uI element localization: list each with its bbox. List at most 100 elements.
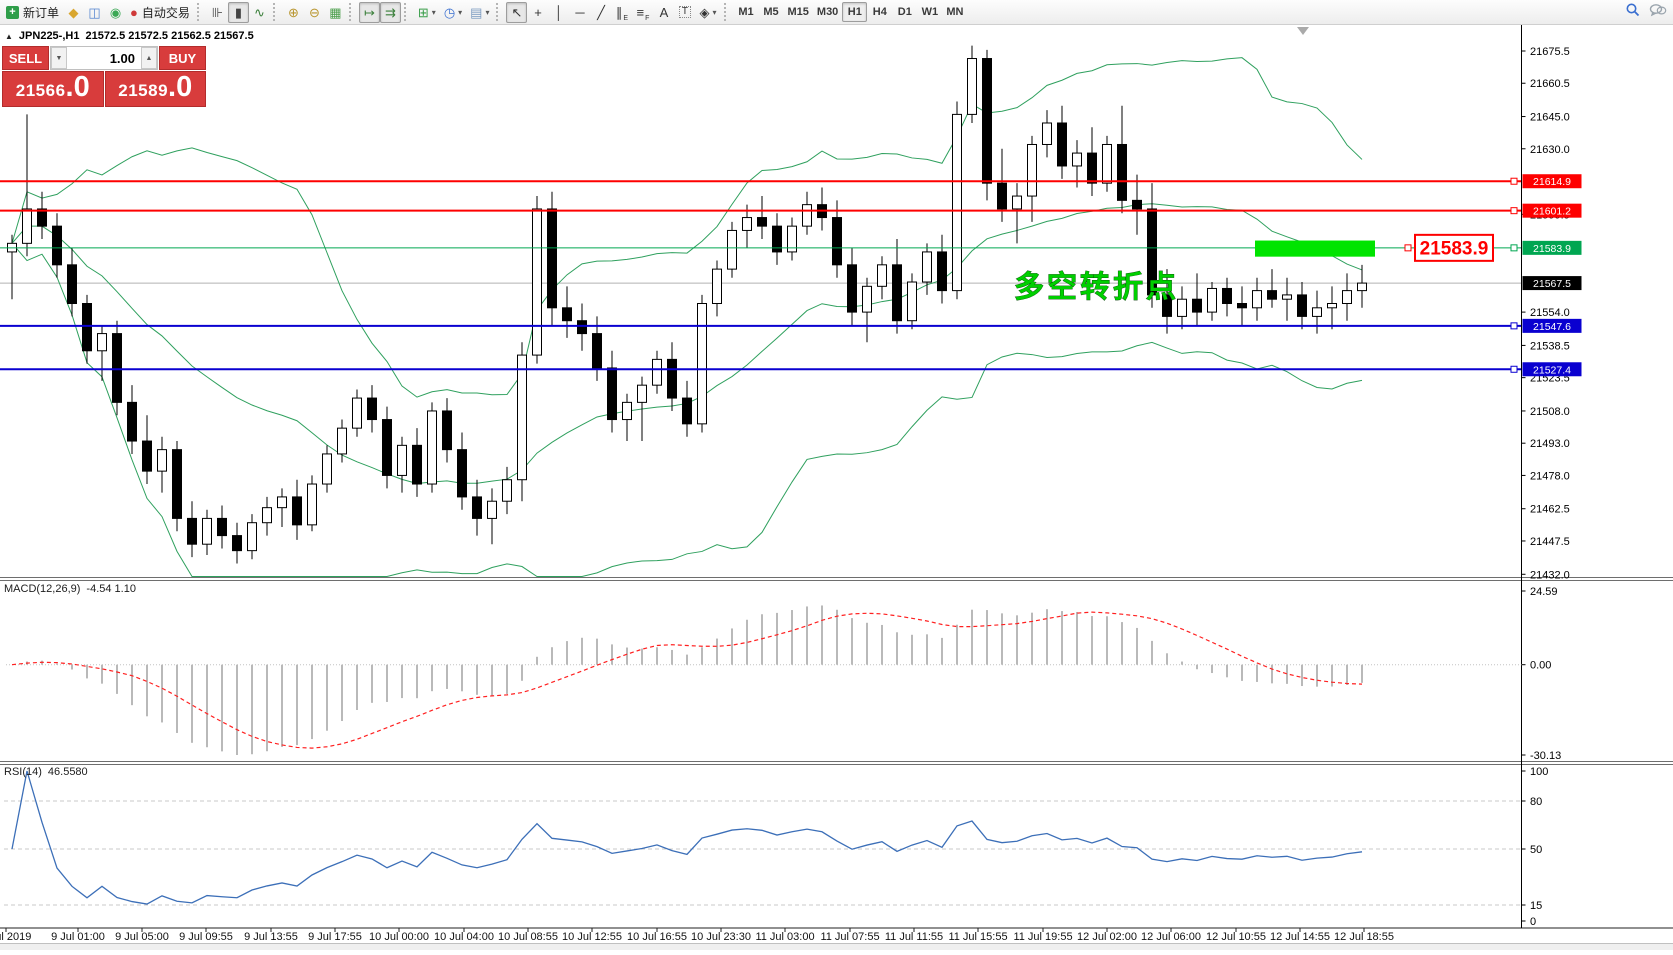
svg-text:12 Jul 02:00: 12 Jul 02:00 [1077, 931, 1137, 943]
sell-button[interactable]: SELL [2, 46, 49, 70]
auto-scroll-button[interactable]: ↦ [358, 1, 380, 23]
zoom-in-icon: ⊕ [287, 4, 299, 20]
zoom-out-button[interactable]: ⊖ [304, 2, 325, 23]
chart-area[interactable]: 多空转折点 21583.9 21675.5 21660.5 21645.0 21630.0… [0, 25, 1673, 950]
indicators-dropdown[interactable]: ⊞ ▾ [414, 2, 440, 23]
text-label-tool[interactable]: T [674, 2, 695, 23]
timeframe-w1[interactable]: W1 [921, 6, 939, 18]
volume-input[interactable]: 1.00 [109, 50, 135, 66]
signals-icon: ◉ [109, 4, 122, 20]
toolbar-separator [723, 3, 730, 21]
zoom-in-button[interactable]: ⊕ [283, 2, 304, 23]
line-chart-icon: ∿ [253, 4, 265, 20]
sell-price-display[interactable]: 21566 .0 [2, 71, 104, 107]
svg-text:50: 50 [1530, 844, 1542, 856]
search-icon[interactable] [1625, 2, 1641, 23]
chart-shift-marker[interactable] [1297, 27, 1309, 35]
green-highlight-bar[interactable] [1255, 240, 1375, 257]
svg-text:10 Jul 00:00: 10 Jul 00:00 [369, 931, 429, 943]
trendline-tool[interactable]: ╱ [590, 2, 611, 23]
signals-button[interactable]: ◉ [105, 2, 126, 23]
new-order-button[interactable]: + 新订单 [2, 2, 63, 23]
cursor-tool[interactable]: ↖ [506, 1, 528, 23]
trendline-icon: ╱ [597, 4, 605, 20]
svg-text:9 Jul 13:55: 9 Jul 13:55 [244, 931, 298, 943]
periods-icon: ◷ [443, 4, 456, 20]
price-callout[interactable]: 21583.9 [1404, 233, 1494, 262]
one-click-collapse-icon[interactable]: ▲ [5, 31, 13, 41]
data-window-button[interactable]: ◫ [84, 2, 105, 23]
horizontal-line-tool[interactable]: ─ [569, 2, 590, 23]
chart-shift-button[interactable]: ⇉ [379, 1, 401, 23]
chevron-down-icon: ▾ [485, 7, 490, 17]
auto-scroll-icon: ↦ [363, 4, 375, 20]
data-window-icon: ◫ [88, 4, 101, 20]
text-tool[interactable]: A [653, 2, 674, 23]
text-icon: A [659, 4, 669, 20]
svg-text:11 Jul 11:55: 11 Jul 11:55 [885, 931, 943, 943]
hline-21614.9[interactable] [0, 177, 1522, 185]
cursor-icon: ↖ [511, 4, 523, 20]
timeframe-mn[interactable]: MN [946, 6, 964, 18]
chat-icon[interactable] [1649, 2, 1667, 23]
sell-price-pips: .0 [65, 71, 90, 103]
window-bottom-strip [0, 944, 1673, 950]
candlestick-chart-button[interactable]: ▮ [227, 1, 249, 23]
svg-text:21547.6: 21547.6 [1533, 321, 1571, 333]
svg-text:10 Jul 04:00: 10 Jul 04:00 [434, 931, 494, 943]
svg-text:21478.0: 21478.0 [1530, 470, 1570, 482]
svg-text:21567.5: 21567.5 [1533, 278, 1571, 290]
tile-windows-icon: ▦ [329, 4, 342, 20]
crosshair-tool[interactable]: + [527, 2, 548, 23]
svg-text:8 Jul 2019: 8 Jul 2019 [0, 931, 31, 943]
hline-21601.2[interactable] [0, 207, 1522, 215]
timeframe-h1[interactable]: H1 [842, 2, 868, 22]
timeframe-m1[interactable]: M1 [738, 6, 754, 18]
ohlc-values: 21572.5 21572.5 21562.5 21567.5 [85, 30, 254, 42]
svg-text:21660.5: 21660.5 [1530, 78, 1570, 90]
hline-21547.6[interactable] [0, 322, 1522, 330]
svg-text:12 Jul 18:55: 12 Jul 18:55 [1334, 931, 1394, 943]
templates-dropdown[interactable]: ▤ ▾ [466, 2, 493, 23]
autotrading-button[interactable]: ● 自动交易 [126, 2, 194, 23]
volume-up-button[interactable]: ▲ [141, 47, 157, 69]
equidistant-channel-tool[interactable]: ∥ E [615, 4, 629, 22]
market-watch-button[interactable]: ◆ [63, 2, 84, 23]
sell-price-main: 21566 [15, 81, 66, 100]
volume-down-button[interactable]: ▼ [51, 47, 67, 69]
rsi-line [11, 770, 1363, 905]
chevron-down-icon: ▾ [712, 7, 717, 17]
timeframe-m15[interactable]: M15 [787, 6, 809, 18]
turning-point-annotation[interactable]: 多空转折点 [1014, 271, 1179, 305]
fibonacci-tool[interactable]: ≡ F [636, 4, 650, 22]
buy-button[interactable]: BUY [159, 46, 206, 70]
templates-icon: ▤ [470, 4, 483, 20]
buy-price-display[interactable]: 21589 .0 [104, 71, 206, 107]
volume-spinner: ▼ 1.00 ▲ [50, 46, 158, 70]
svg-text:21583.9: 21583.9 [1533, 243, 1571, 255]
line-chart-button[interactable]: ∿ [249, 2, 270, 23]
chart-title: ▲ JPN225-,H1 21572.5 21572.5 21562.5 215… [5, 30, 254, 42]
svg-text:9 Jul 09:55: 9 Jul 09:55 [179, 931, 233, 943]
timeframe-m30[interactable]: M30 [816, 6, 839, 18]
svg-text:21432.0: 21432.0 [1530, 569, 1570, 581]
hline-21527.4[interactable] [0, 365, 1522, 373]
svg-text:-30.13: -30.13 [1530, 750, 1561, 762]
svg-text:0: 0 [1530, 916, 1536, 928]
macd-label: MACD(12,26,9) -4.54 1.10 [4, 583, 136, 595]
svg-text:10 Jul 08:55: 10 Jul 08:55 [498, 931, 558, 943]
timeframe-h4[interactable]: H4 [872, 6, 887, 18]
bar-chart-button[interactable]: ⊪ [207, 2, 228, 23]
vertical-line-tool[interactable]: │ [548, 2, 569, 23]
timeframe-m5[interactable]: M5 [763, 6, 779, 18]
timeframe-d1[interactable]: D1 [897, 6, 912, 18]
periods-dropdown[interactable]: ◷ ▾ [440, 2, 466, 23]
arrows-tool[interactable]: ◈ ▾ [695, 2, 720, 23]
tile-windows-button[interactable]: ▦ [325, 2, 346, 23]
price-chart[interactable]: 多空转折点 21583.9 21675.5 21660.5 21645.0 21630.0… [0, 25, 1673, 950]
toolbar-separator [403, 3, 410, 21]
horizontal-line-icon: ─ [575, 4, 585, 20]
svg-text:24.59: 24.59 [1530, 586, 1558, 598]
svg-text:12 Jul 06:00: 12 Jul 06:00 [1141, 931, 1201, 943]
